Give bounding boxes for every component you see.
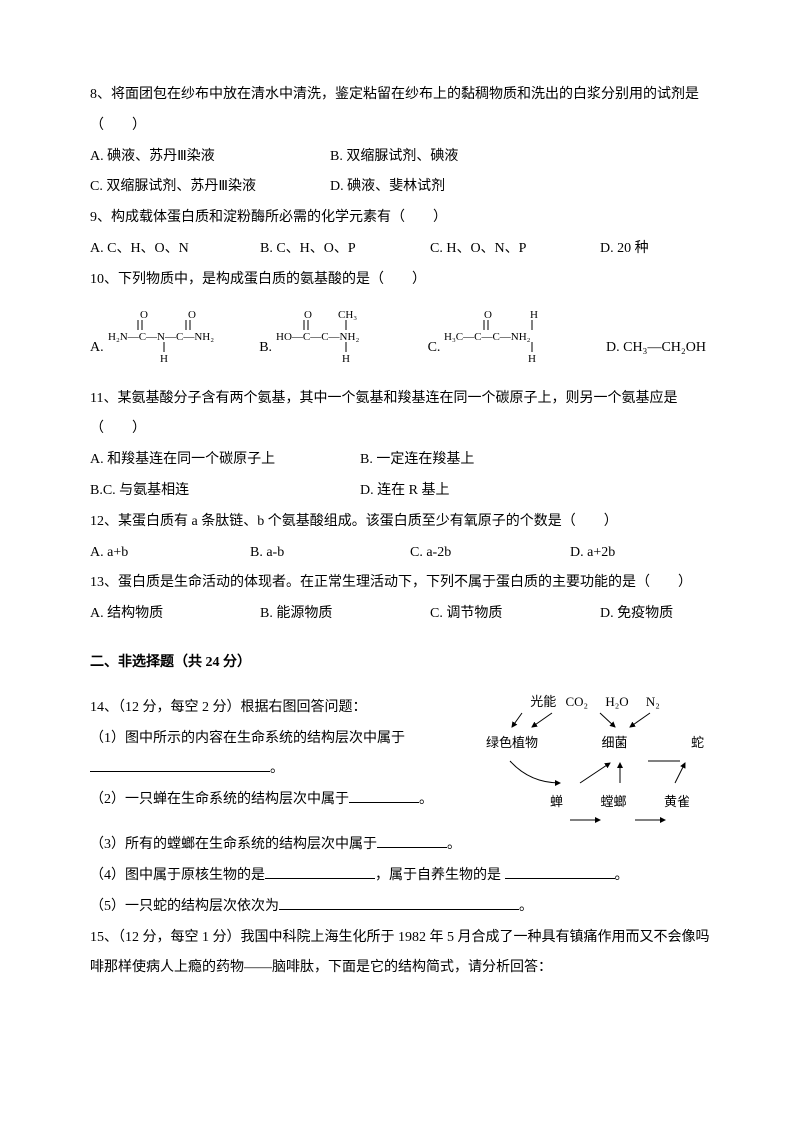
blank-input[interactable] (377, 833, 447, 848)
blank-input[interactable] (90, 757, 270, 772)
q12-opt-c: C. a-2b (410, 538, 540, 569)
svg-text:H₃C—C—C—NH₂: H₃C—C—C—NH₂ (444, 331, 531, 343)
q13-stem: 13、蛋白质是生命活动的体现者。在正常生理活动下，下列不属于蛋白质的主要功能的是… (90, 568, 710, 599)
svg-text:H: H (342, 353, 350, 364)
q8-options: A. 碘液、苏丹Ⅲ染液 B. 双缩脲试剂、碘液 (90, 142, 710, 173)
svg-text:H: H (530, 309, 538, 321)
svg-text:CH₃: CH₃ (338, 309, 357, 321)
q8-opt-b: B. 双缩脲试剂、碘液 (330, 142, 458, 173)
arrows-low-icon (480, 816, 710, 830)
q9-stem: 9、构成载体蛋白质和淀粉酶所必需的化学元素有（ ） (90, 203, 710, 234)
arrows-mid-icon (480, 758, 710, 788)
q8-stem: 8、将面团包在纱布中放在清水中清洗，鉴定粘留在纱布上的黏稠物质和洗出的白浆分别用… (90, 80, 710, 142)
q14-p2: （2）一只蝉在生命系统的结构层次中属于。 (90, 785, 470, 816)
q10-options: A. OO H₂N—C—N—C—NH₂ H B. OCH₃ HO—C—C—NH₂… (90, 306, 710, 364)
q15-stem: 15、（12 分，每空 1 分）我国中科院上海生化所于 1982 年 5 月合成… (90, 923, 710, 985)
q8-opt-c: C. 双缩脲试剂、苏丹Ⅲ染液 (90, 172, 300, 203)
blank-input[interactable] (349, 788, 419, 803)
q10-opt-c: C. OH H₃C—C—C—NH₂ H (428, 306, 575, 364)
q14-p3: （3）所有的螳螂在生命系统的结构层次中属于。 (90, 830, 710, 861)
q14-p1: （1）图中所示的内容在生命系统的结构层次中属于 (90, 724, 470, 755)
q11-options-1: A. 和羧基连在同一个碳原子上 B. 一定连在羧基上 (90, 445, 710, 476)
svg-text:H: H (160, 353, 168, 364)
molecule-a-icon: O O H₂N—C—N—C—NH₂ H (108, 306, 228, 364)
q11-opt-a: A. 和羧基连在同一个碳原子上 (90, 445, 330, 476)
svg-text:O: O (188, 309, 196, 321)
q11-opt-d: D. 连在 R 基上 (360, 476, 449, 507)
q12-stem: 12、某蛋白质有 a 条肽链、b 个氨基酸组成。该蛋白质至少有氧原子的个数是（ … (90, 507, 710, 538)
blank-input[interactable] (265, 864, 375, 879)
q14-p1-blank: 。 (90, 754, 470, 785)
svg-text:HO—C—C—NH₂: HO—C—C—NH₂ (276, 331, 359, 343)
q11-opt-c: B.C. 与氨基相连 (90, 476, 330, 507)
svg-text:O: O (140, 309, 148, 321)
q12-opt-d: D. a+2b (570, 538, 615, 569)
section2-title: 二、非选择题（共 24 分） (90, 648, 710, 679)
q9-options: A. C、H、O、N B. C、H、O、P C. H、O、N、P D. 20 种 (90, 234, 710, 265)
q11-stem: 11、某氨基酸分子含有两个氨基，其中一个氨基和羧基连在同一个碳原子上，则另一个氨… (90, 384, 710, 446)
q10-opt-b: B. OCH₃ HO—C—C—NH₂ H (259, 306, 396, 364)
q10-opt-a: A. OO H₂N—C—N—C—NH₂ H (90, 306, 228, 364)
svg-text:H₂N—C—N—C—NH₂: H₂N—C—N—C—NH₂ (108, 331, 214, 343)
q12-options: A. a+b B. a-b C. a-2b D. a+2b (90, 538, 710, 569)
q14-p5: （5）一只蛇的结构层次依次为。 (90, 892, 710, 923)
q13-options: A. 结构物质 B. 能源物质 C. 调节物质 D. 免疫物质 (90, 599, 710, 630)
q9-opt-b: B. C、H、O、P (260, 234, 400, 265)
q13-opt-c: C. 调节物质 (430, 599, 570, 630)
q8-opt-d: D. 碘液、斐林试剂 (330, 172, 445, 203)
q13-opt-d: D. 免疫物质 (600, 599, 673, 630)
svg-text:H: H (528, 353, 536, 364)
blank-input[interactable] (505, 864, 615, 879)
molecule-b-icon: O CH₃ HO—C—C—NH₂ H (276, 306, 396, 364)
svg-text:O: O (304, 309, 312, 321)
q10-stem: 10、下列物质中，是构成蛋白质的氨基酸的是（ ） (90, 265, 710, 296)
q8-opt-a: A. 碘液、苏丹Ⅲ染液 (90, 142, 300, 173)
q9-opt-a: A. C、H、O、N (90, 234, 230, 265)
q9-opt-c: C. H、O、N、P (430, 234, 570, 265)
ecosystem-diagram: 光能 CO₂ H₂O N₂ 绿色植物 细菌 蛇 (480, 693, 710, 830)
q9-opt-d: D. 20 种 (600, 234, 649, 265)
q13-opt-a: A. 结构物质 (90, 599, 230, 630)
q14-p4: （4）图中属于原核生物的是，属于自养生物的是 。 (90, 861, 710, 892)
q10-opt-d: D. CH₃—CH₂OH (606, 333, 710, 364)
q11-options-2: B.C. 与氨基相连 D. 连在 R 基上 (90, 476, 710, 507)
blank-input[interactable] (279, 895, 519, 910)
q11-opt-b: B. 一定连在羧基上 (360, 445, 474, 476)
q14-intro: 14、（12 分，每空 2 分）根据右图回答问题： (90, 693, 470, 724)
q12-opt-b: B. a-b (250, 538, 380, 569)
q13-opt-b: B. 能源物质 (260, 599, 400, 630)
arrows-top-icon (480, 711, 710, 729)
svg-text:O: O (484, 309, 492, 321)
molecule-c-icon: O H H₃C—C—C—NH₂ H (444, 306, 574, 364)
q12-opt-a: A. a+b (90, 538, 220, 569)
